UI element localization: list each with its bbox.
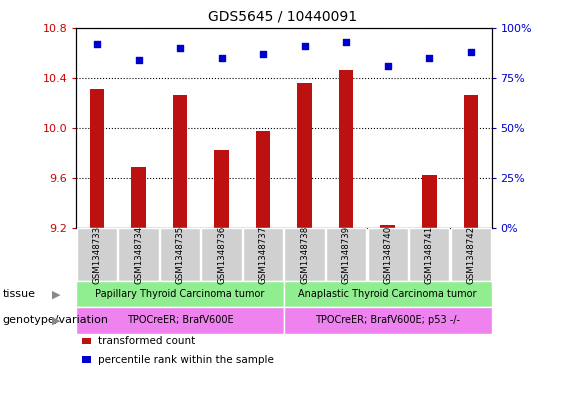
Text: GSM1348734: GSM1348734 — [134, 225, 143, 284]
Text: ▶: ▶ — [52, 289, 61, 299]
Text: TPOCreER; BrafV600E; p53 -/-: TPOCreER; BrafV600E; p53 -/- — [315, 316, 460, 325]
Point — [93, 40, 102, 47]
Text: GDS5645 / 10440091: GDS5645 / 10440091 — [208, 10, 357, 24]
Point — [300, 42, 309, 49]
Text: GSM1348733: GSM1348733 — [93, 225, 102, 284]
Text: transformed count: transformed count — [98, 336, 195, 346]
Point — [466, 48, 475, 55]
Text: ▶: ▶ — [52, 316, 61, 325]
Text: GSM1348741: GSM1348741 — [425, 225, 434, 284]
Bar — [297, 83, 312, 228]
Bar — [339, 70, 354, 228]
Text: genotype/variation: genotype/variation — [3, 316, 109, 325]
Bar — [256, 132, 271, 228]
Bar — [173, 95, 188, 228]
Text: tissue: tissue — [3, 289, 36, 299]
Text: GSM1348737: GSM1348737 — [259, 225, 268, 284]
Point — [176, 44, 185, 51]
Text: GSM1348742: GSM1348742 — [466, 225, 475, 284]
Point — [259, 50, 268, 57]
Point — [134, 57, 143, 63]
Bar — [380, 226, 395, 228]
Point — [342, 39, 351, 45]
Text: GSM1348735: GSM1348735 — [176, 225, 185, 284]
Point — [383, 62, 392, 69]
Bar — [90, 89, 105, 228]
Bar — [463, 95, 478, 228]
Point — [217, 55, 226, 61]
Text: Papillary Thyroid Carcinoma tumor: Papillary Thyroid Carcinoma tumor — [95, 289, 265, 299]
Text: Anaplastic Thyroid Carcinoma tumor: Anaplastic Thyroid Carcinoma tumor — [298, 289, 477, 299]
Bar — [214, 150, 229, 228]
Text: GSM1348739: GSM1348739 — [342, 226, 351, 283]
Text: GSM1348740: GSM1348740 — [383, 225, 392, 284]
Bar — [131, 167, 146, 228]
Text: GSM1348738: GSM1348738 — [300, 225, 309, 284]
Text: GSM1348736: GSM1348736 — [217, 225, 226, 284]
Text: percentile rank within the sample: percentile rank within the sample — [98, 354, 273, 365]
Bar — [422, 175, 437, 228]
Point — [425, 55, 434, 61]
Text: TPOCreER; BrafV600E: TPOCreER; BrafV600E — [127, 316, 233, 325]
